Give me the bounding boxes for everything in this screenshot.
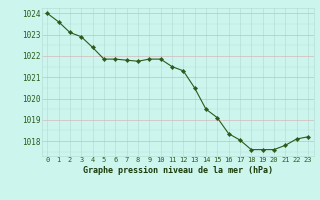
X-axis label: Graphe pression niveau de la mer (hPa): Graphe pression niveau de la mer (hPa) [83, 166, 273, 175]
